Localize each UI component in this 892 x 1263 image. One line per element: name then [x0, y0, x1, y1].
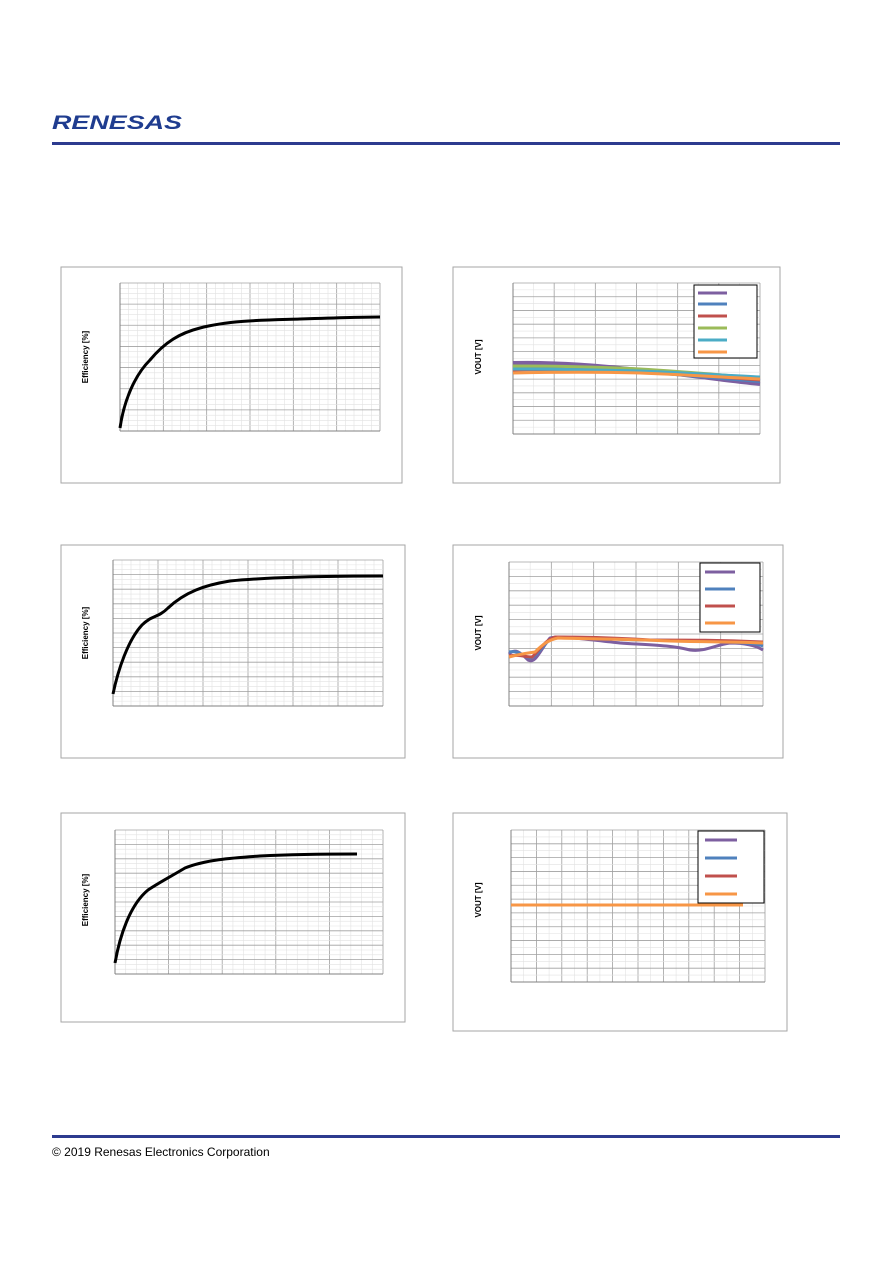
- chart-frame: [60, 266, 403, 484]
- copyright: © 2019 Renesas Electronics Corporation: [52, 1145, 270, 1159]
- y-axis-label: Efficiency [%]: [81, 873, 90, 926]
- legend-box: [697, 830, 765, 904]
- y-axis-label: VOUT [V]: [474, 615, 483, 650]
- efficiency-curve: [111, 574, 384, 695]
- legend-swatches: [698, 291, 727, 354]
- logo: RENESAS: [52, 113, 182, 134]
- vout-line: [512, 370, 761, 381]
- efficiency-curve: [113, 852, 358, 964]
- header-rule: [52, 142, 840, 145]
- vout-line: [512, 367, 761, 379]
- vout-line: [508, 636, 764, 659]
- y-axis-label: Efficiency [%]: [81, 606, 90, 659]
- legend-box: [693, 284, 758, 359]
- y-axis-label: VOUT [V]: [474, 339, 483, 374]
- y-axis-label: Efficiency [%]: [81, 330, 90, 383]
- legend-swatches: [705, 570, 735, 625]
- y-axis-label: VOUT [V]: [474, 882, 483, 917]
- legend-box: [699, 562, 761, 633]
- efficiency-curve: [118, 315, 381, 429]
- footer-rule: [52, 1135, 840, 1138]
- legend-swatches: [705, 838, 737, 896]
